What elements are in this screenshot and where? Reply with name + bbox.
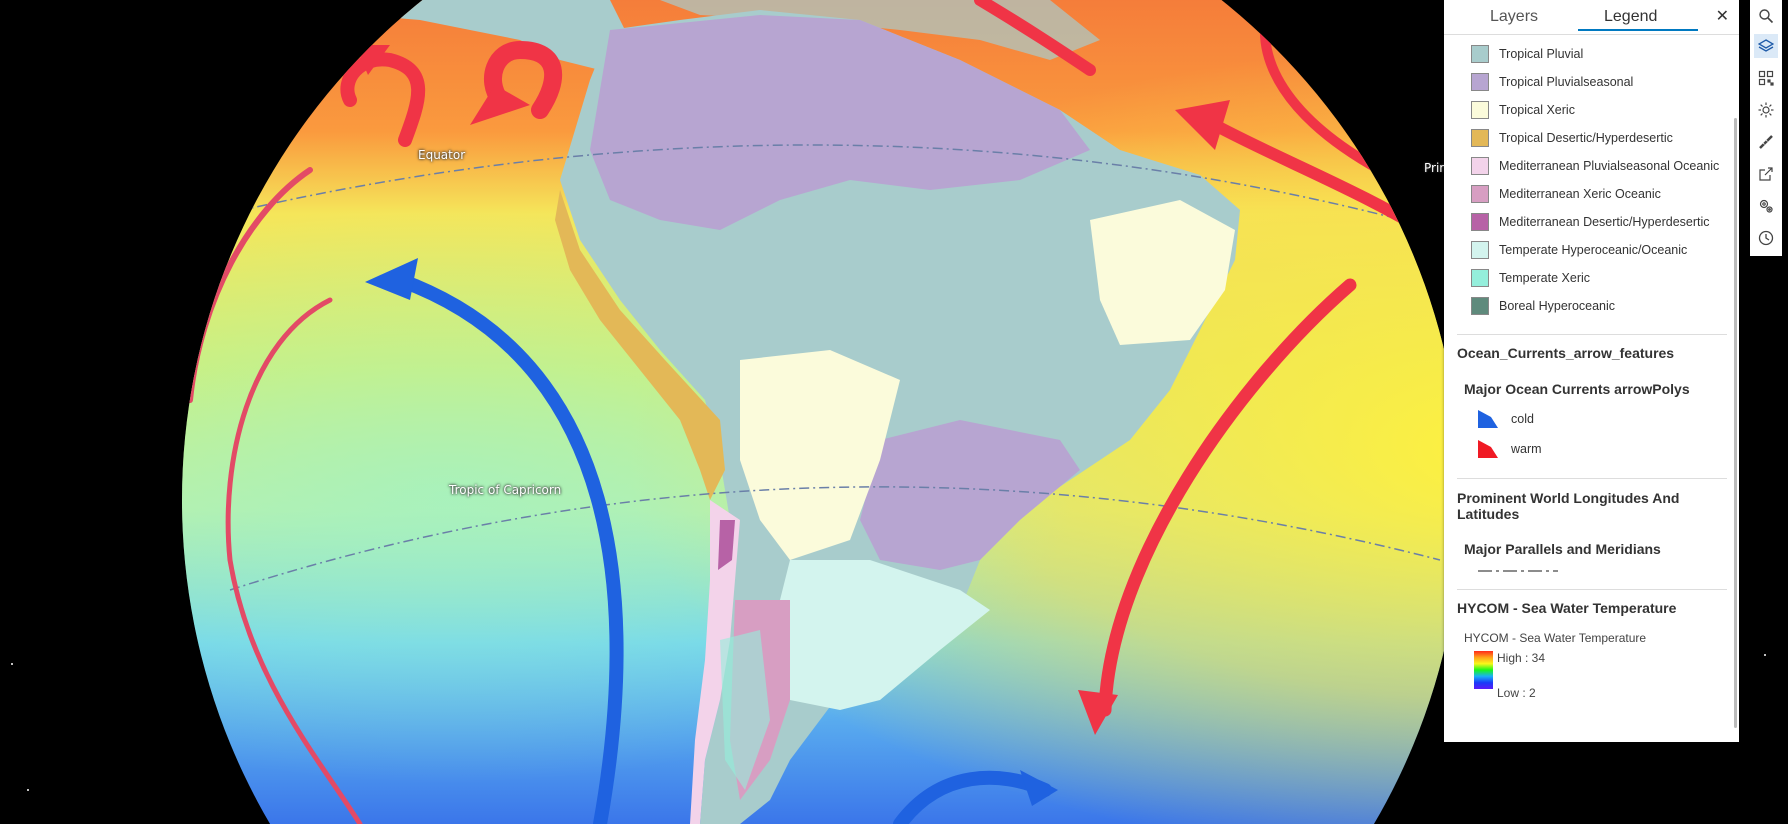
warm-current-arrow xyxy=(1098,278,1357,717)
legend-layer-title: Ocean_Currents_arrow_features xyxy=(1457,345,1675,361)
legend-color-swatch xyxy=(1471,129,1489,147)
legend-item-bioclimate: Mediterranean Desertic/Hyperdesertic xyxy=(1471,212,1710,232)
equator-line xyxy=(182,144,1441,231)
legend-item-bioclimate: Tropical Xeric xyxy=(1471,100,1575,120)
legend-item-warm: warm xyxy=(1477,439,1542,459)
legend-item-label: Tropical Desertic/Hyperdesertic xyxy=(1499,131,1673,145)
legend-item-cold: cold xyxy=(1477,409,1534,429)
legend-color-swatch xyxy=(1471,185,1489,203)
temperature-color-ramp xyxy=(1474,651,1493,689)
sun-icon[interactable] xyxy=(1754,98,1778,122)
legend-sublayer-title: HYCOM - Sea Water Temperature xyxy=(1464,631,1647,645)
legend-color-swatch xyxy=(1471,157,1489,175)
layers-icon[interactable] xyxy=(1754,34,1778,58)
legend-layer-title: Prominent World Longitudes And Latitudes xyxy=(1457,490,1680,522)
legend-item-label: Tropical Pluvialseasonal xyxy=(1499,75,1634,89)
legend-color-swatch xyxy=(1471,297,1489,315)
legend-scrollbar[interactable] xyxy=(1734,118,1737,728)
legend-divider xyxy=(1457,478,1727,479)
legend-item-bioclimate: Mediterranean Pluvialseasonal Oceanic xyxy=(1471,156,1719,176)
legend-item-bioclimate: Boreal Hyperoceanic xyxy=(1471,296,1615,316)
warm-current-arrow xyxy=(483,40,562,119)
legend-item-bioclimate: Tropical Desertic/Hyperdesertic xyxy=(1471,128,1673,148)
legend-color-swatch xyxy=(1471,213,1489,231)
legend-item-label: Mediterranean Desertic/Hyperdesertic xyxy=(1499,215,1710,229)
share-icon[interactable] xyxy=(1754,162,1778,186)
cold-swatch xyxy=(1478,410,1498,428)
tropic-capricorn-label: Tropic of Capricorn xyxy=(449,483,562,497)
legend-item-bioclimate: Temperate Hyperoceanic/Oceanic xyxy=(1471,240,1687,260)
legend-divider xyxy=(1457,589,1727,590)
map-toolbar xyxy=(1750,0,1782,256)
legend-item-label: Temperate Hyperoceanic/Oceanic xyxy=(1499,243,1688,257)
active-tab-indicator xyxy=(1578,29,1698,31)
legend-item-bioclimate: Tropical Pluvialseasonal xyxy=(1471,72,1633,92)
qr-grid-icon[interactable] xyxy=(1754,66,1778,90)
warm-current-arrow xyxy=(225,297,363,824)
legend-color-swatch xyxy=(1471,45,1489,63)
close-icon[interactable]: ✕ xyxy=(1715,8,1729,25)
legend-item-bioclimate: Tropical Pluvial xyxy=(1471,44,1583,64)
equator-label: Equator xyxy=(418,148,466,162)
legend-item-label: Tropical Xeric xyxy=(1499,103,1575,117)
legend-item-bioclimate: Mediterranean Xeric Oceanic xyxy=(1471,184,1661,204)
measure-icon[interactable] xyxy=(1754,130,1778,154)
legend-item-label: Boreal Hyperoceanic xyxy=(1499,299,1616,313)
central-america-land xyxy=(330,0,630,70)
legend-color-swatch xyxy=(1471,101,1489,119)
panel-tabs: Layers Legend ✕ xyxy=(1444,0,1739,35)
legend-sublayer-title: Major Parallels and Meridians xyxy=(1464,541,1661,557)
warm-current-arrow xyxy=(340,52,426,147)
legend-item-label: warm xyxy=(1511,442,1542,456)
legend-sublayer-title: Major Ocean Currents arrowPolys xyxy=(1464,381,1690,397)
legend-color-swatch xyxy=(1471,241,1489,259)
search-icon[interactable] xyxy=(1754,4,1778,28)
legend-item-label: Mediterranean Pluvialseasonal Oceanic xyxy=(1499,159,1720,173)
tropic-capricorn-line xyxy=(229,486,1441,591)
legend-color-swatch xyxy=(1471,73,1489,91)
legend-content[interactable]: Tropical Pluvial Tropical Pluvialseasonal… xyxy=(1444,35,1729,742)
legend-panel: Layers Legend ✕ Tropical Pluvial Tropical… xyxy=(1444,0,1739,742)
legend-divider xyxy=(1457,334,1727,335)
cold-current-arrow xyxy=(393,273,624,824)
legend-item-label: Tropical Pluvial xyxy=(1499,47,1584,61)
warm-swatch xyxy=(1478,440,1498,458)
legend-item-bioclimate: Temperate Xeric xyxy=(1471,268,1590,288)
legend-layer-title: HYCOM - Sea Water Temperature xyxy=(1457,600,1677,616)
graticule-line-swatch xyxy=(1478,570,1558,572)
tab-legend[interactable]: Legend xyxy=(1604,8,1658,25)
legend-color-swatch xyxy=(1471,269,1489,287)
temperature-high-label: High : 34 xyxy=(1497,651,1546,665)
tab-layers[interactable]: Layers xyxy=(1490,8,1539,25)
legend-item-label: Temperate Xeric xyxy=(1499,271,1591,285)
temperature-low-label: Low : 2 xyxy=(1497,686,1536,700)
clock-icon[interactable] xyxy=(1754,226,1778,250)
legend-item-label: Mediterranean Xeric Oceanic xyxy=(1499,187,1661,201)
settings-icon[interactable] xyxy=(1754,194,1778,218)
legend-item-label: cold xyxy=(1511,412,1534,426)
warm-current-arrow xyxy=(974,0,1096,76)
